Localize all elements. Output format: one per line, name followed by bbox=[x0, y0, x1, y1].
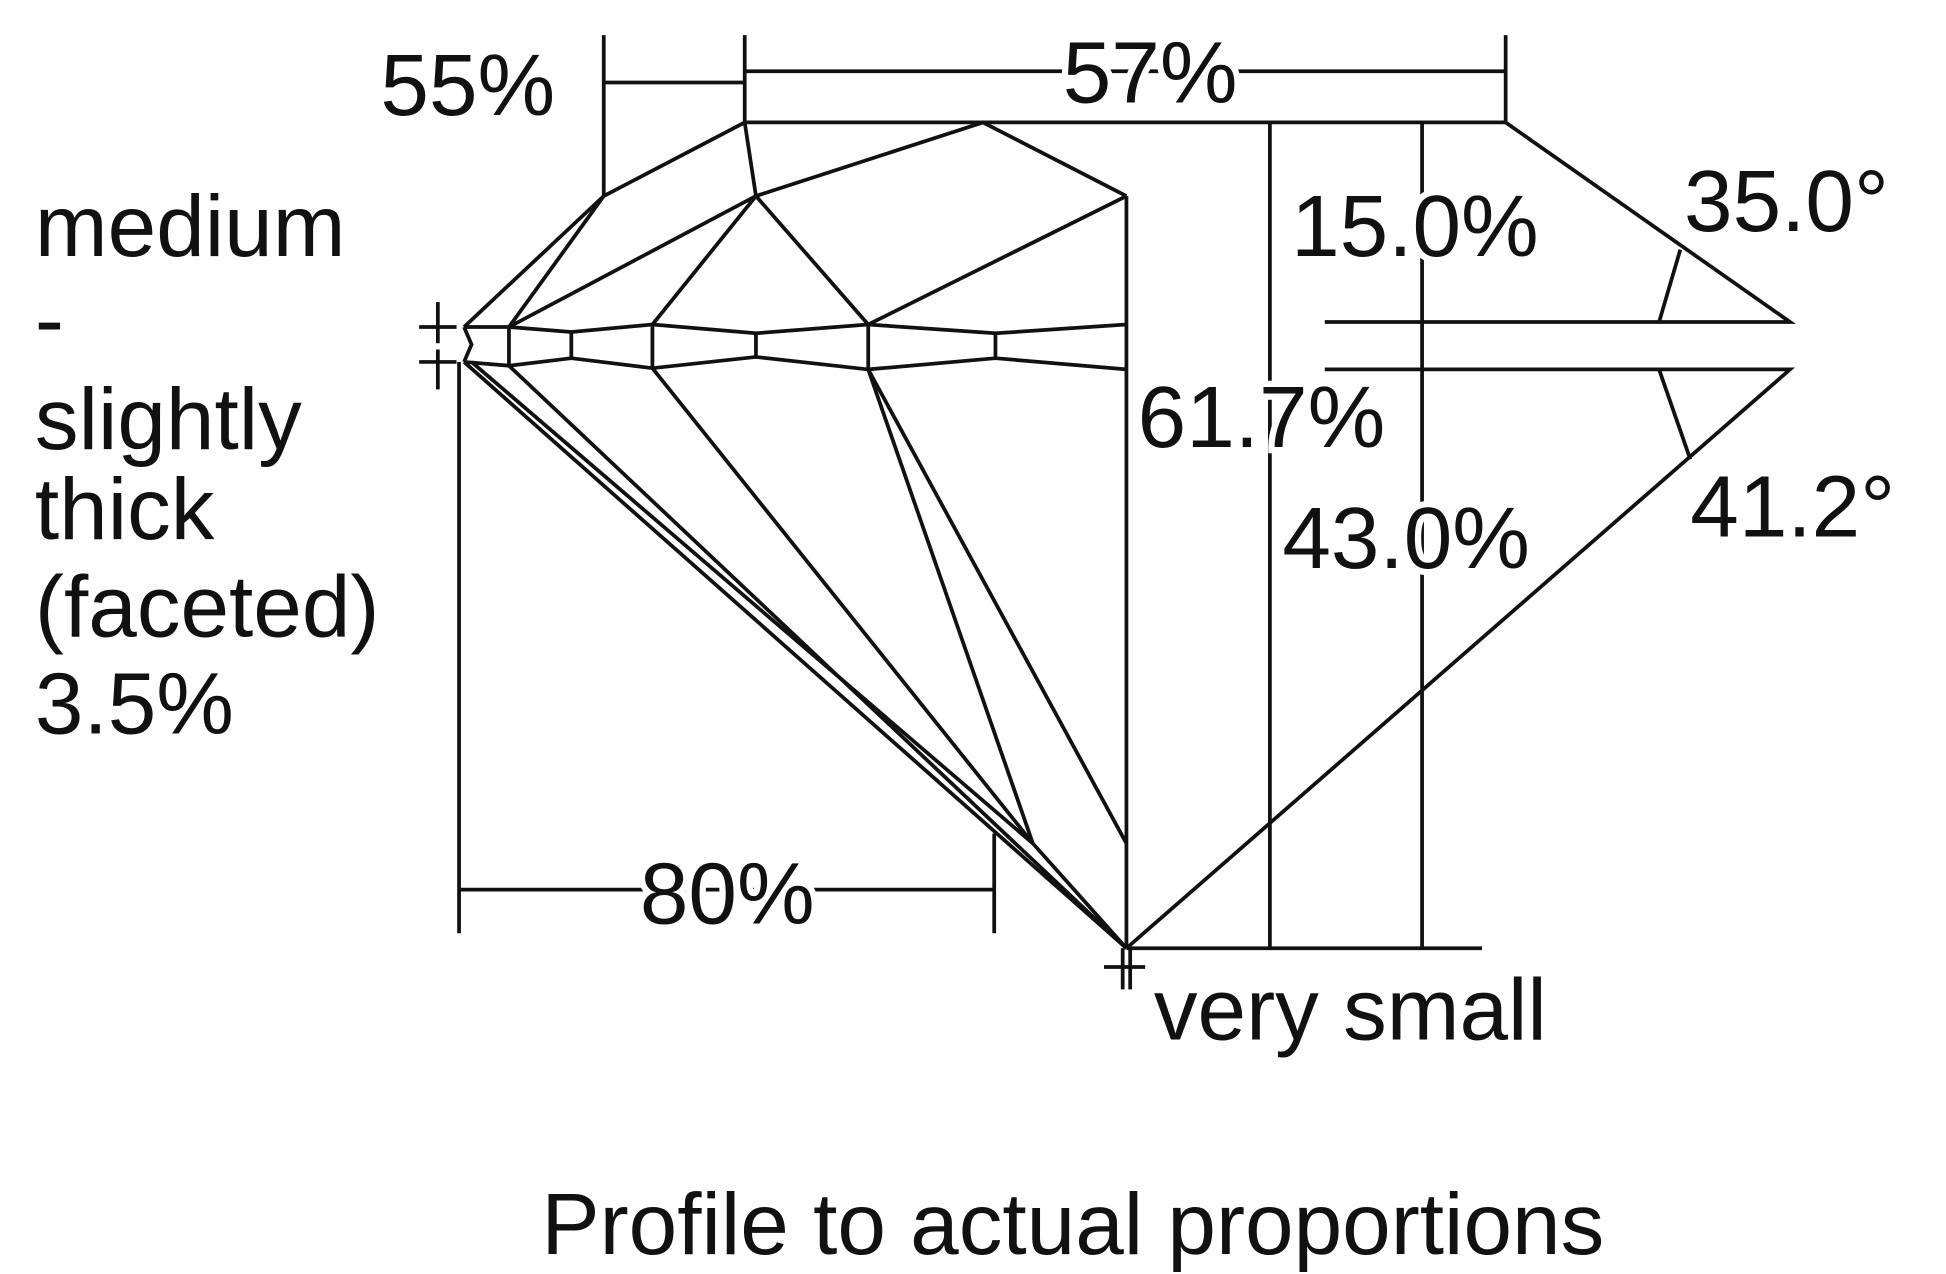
dimension-lines bbox=[419, 35, 1508, 990]
pavilion-angle-label: 41.2° bbox=[1690, 458, 1895, 556]
total-depth-label: 61.7% bbox=[1138, 368, 1386, 466]
girdle-label: medium - slightly thick (faceted) 3.5% bbox=[29, 171, 386, 759]
girdle-line: (faceted) bbox=[35, 557, 380, 655]
crown-angle-label: 35.0° bbox=[1684, 152, 1889, 250]
caption: Profile to actual proportions bbox=[541, 1175, 1604, 1273]
girdle-line: slightly bbox=[35, 370, 302, 468]
culet-label: very small bbox=[1154, 960, 1547, 1058]
girdle-line: thick bbox=[35, 460, 215, 558]
pavilion-depth-label: 43.0% bbox=[1282, 489, 1530, 587]
table-label: 57% bbox=[1063, 23, 1238, 121]
crown-height-label: 15.0% bbox=[1291, 177, 1539, 275]
girdle-line: - bbox=[35, 270, 64, 368]
diamond-outline bbox=[462, 120, 1796, 950]
lower-half-label: 80% bbox=[640, 844, 815, 942]
girdle-line: medium bbox=[35, 177, 346, 275]
star-length-label: 55% bbox=[380, 36, 555, 134]
girdle-line: 3.5% bbox=[35, 655, 234, 753]
